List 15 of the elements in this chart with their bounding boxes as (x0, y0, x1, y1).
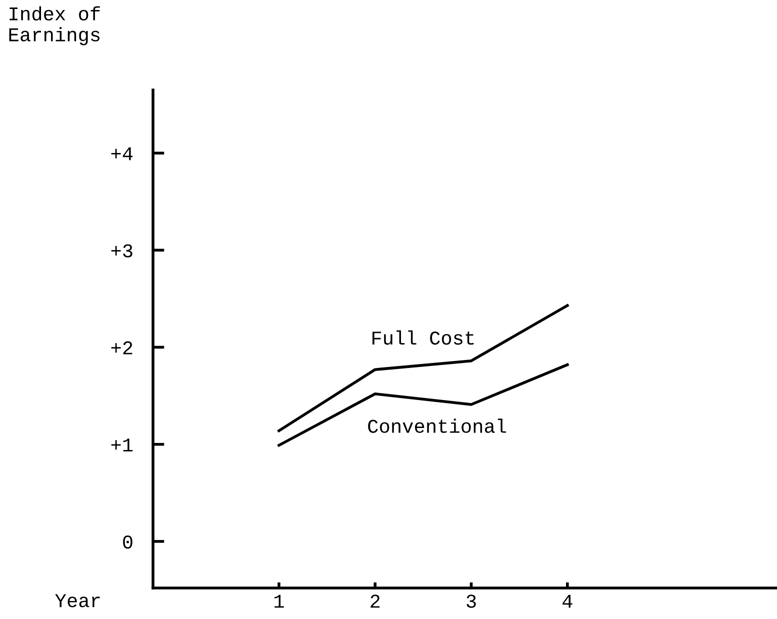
y-axis-title: Index of Earnings (9, 6, 100, 46)
y-tick-label: 0 (123, 535, 132, 549)
line-series (278, 363, 569, 447)
x-tick-label: 4 (562, 594, 572, 608)
y-tick-label: +4 (111, 147, 133, 160)
y-tick-label: +1 (111, 438, 133, 452)
x-tick-label: 3 (466, 594, 476, 608)
x-axis-title: Year (55, 594, 100, 608)
x-tick-label: 1 (274, 594, 284, 608)
x-tick-label: 2 (370, 594, 380, 608)
line-series (278, 304, 569, 432)
y-tick-label: +2 (111, 341, 132, 354)
series-label: Conventional (368, 418, 506, 433)
series-label: Full Cost (372, 330, 474, 345)
y-tick-label: +3 (111, 244, 132, 258)
